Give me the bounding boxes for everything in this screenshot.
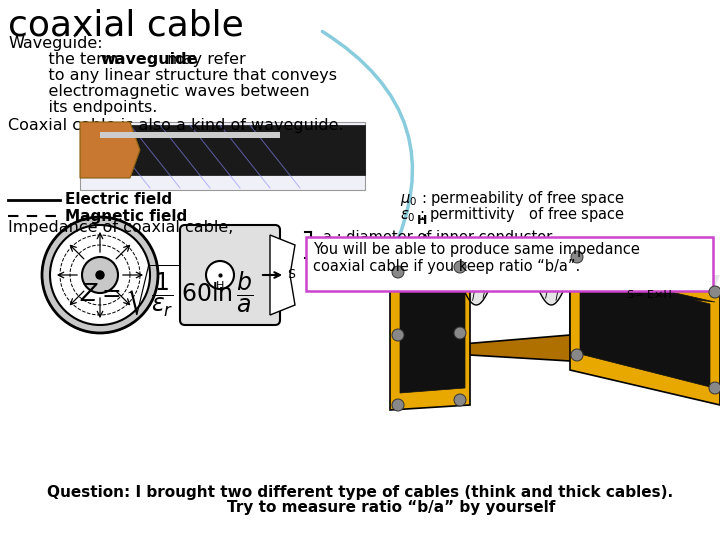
FancyBboxPatch shape	[180, 225, 280, 325]
Polygon shape	[406, 320, 430, 352]
Polygon shape	[80, 125, 365, 175]
Text: to any linear structure that conveys: to any linear structure that conveys	[28, 68, 337, 83]
FancyBboxPatch shape	[306, 237, 713, 291]
Circle shape	[571, 349, 583, 361]
Text: Coaxial cable is also a kind of waveguide.: Coaxial cable is also a kind of waveguid…	[8, 118, 343, 133]
Text: H: H	[216, 281, 224, 291]
Polygon shape	[390, 265, 470, 410]
Text: Magnetic field: Magnetic field	[65, 208, 187, 224]
Text: E: E	[457, 237, 466, 249]
Text: Impedance of coaxial cable,: Impedance of coaxial cable,	[8, 220, 233, 235]
Text: Waveguide:: Waveguide:	[8, 36, 103, 51]
Circle shape	[709, 382, 720, 394]
Text: $Z = \sqrt{\dfrac{1}{\varepsilon_r}}\,60\ln\dfrac{b}{a}$: $Z = \sqrt{\dfrac{1}{\varepsilon_r}}\,60…	[80, 262, 253, 318]
Circle shape	[392, 329, 404, 341]
Text: $\varepsilon_0$ : permittivity   of free space: $\varepsilon_0$ : permittivity of free s…	[400, 205, 625, 224]
Text: S: S	[287, 268, 295, 281]
Text: S= E×H: S= E×H	[627, 290, 672, 300]
Text: H: H	[417, 214, 427, 227]
Circle shape	[96, 271, 104, 279]
Polygon shape	[580, 271, 710, 387]
Circle shape	[42, 217, 158, 333]
Circle shape	[392, 266, 404, 278]
Polygon shape	[390, 255, 720, 290]
Circle shape	[392, 399, 404, 411]
Circle shape	[571, 251, 583, 263]
Text: a : diameter of inner conductor: a : diameter of inner conductor	[323, 230, 552, 245]
Text: Try to measure ratio “b/a” by yourself: Try to measure ratio “b/a” by yourself	[164, 500, 556, 515]
Circle shape	[454, 261, 466, 273]
Text: electromagnetic waves between: electromagnetic waves between	[28, 84, 310, 99]
Text: Question: I brought two different type of cables (think and thick cables).: Question: I brought two different type o…	[47, 485, 673, 500]
Polygon shape	[570, 255, 720, 370]
Circle shape	[454, 394, 466, 406]
Circle shape	[82, 257, 118, 293]
Circle shape	[454, 327, 466, 339]
Text: b : inner diameter of outer conductor: b : inner diameter of outer conductor	[323, 247, 596, 262]
Polygon shape	[100, 132, 280, 138]
Text: coaxial cable: coaxial cable	[8, 8, 244, 42]
Polygon shape	[80, 122, 140, 178]
Circle shape	[50, 225, 150, 325]
Circle shape	[709, 286, 720, 298]
Text: the term: the term	[28, 52, 123, 67]
Text: its endpoints.: its endpoints.	[28, 100, 158, 115]
Text: may refer: may refer	[162, 52, 246, 67]
Circle shape	[206, 261, 234, 289]
Polygon shape	[400, 268, 715, 302]
Polygon shape	[570, 255, 720, 405]
Polygon shape	[270, 235, 295, 315]
FancyBboxPatch shape	[80, 122, 365, 190]
Polygon shape	[400, 280, 465, 393]
Text: You will be able to produce same impedance
coaxial cable if you keep ratio “b/a”: You will be able to produce same impedan…	[313, 242, 640, 274]
Text: waveguide: waveguide	[100, 52, 197, 67]
Polygon shape	[390, 335, 720, 370]
Text: $\mu_0$ : permeability of free space: $\mu_0$ : permeability of free space	[400, 188, 624, 207]
Text: Electric field: Electric field	[65, 192, 172, 207]
